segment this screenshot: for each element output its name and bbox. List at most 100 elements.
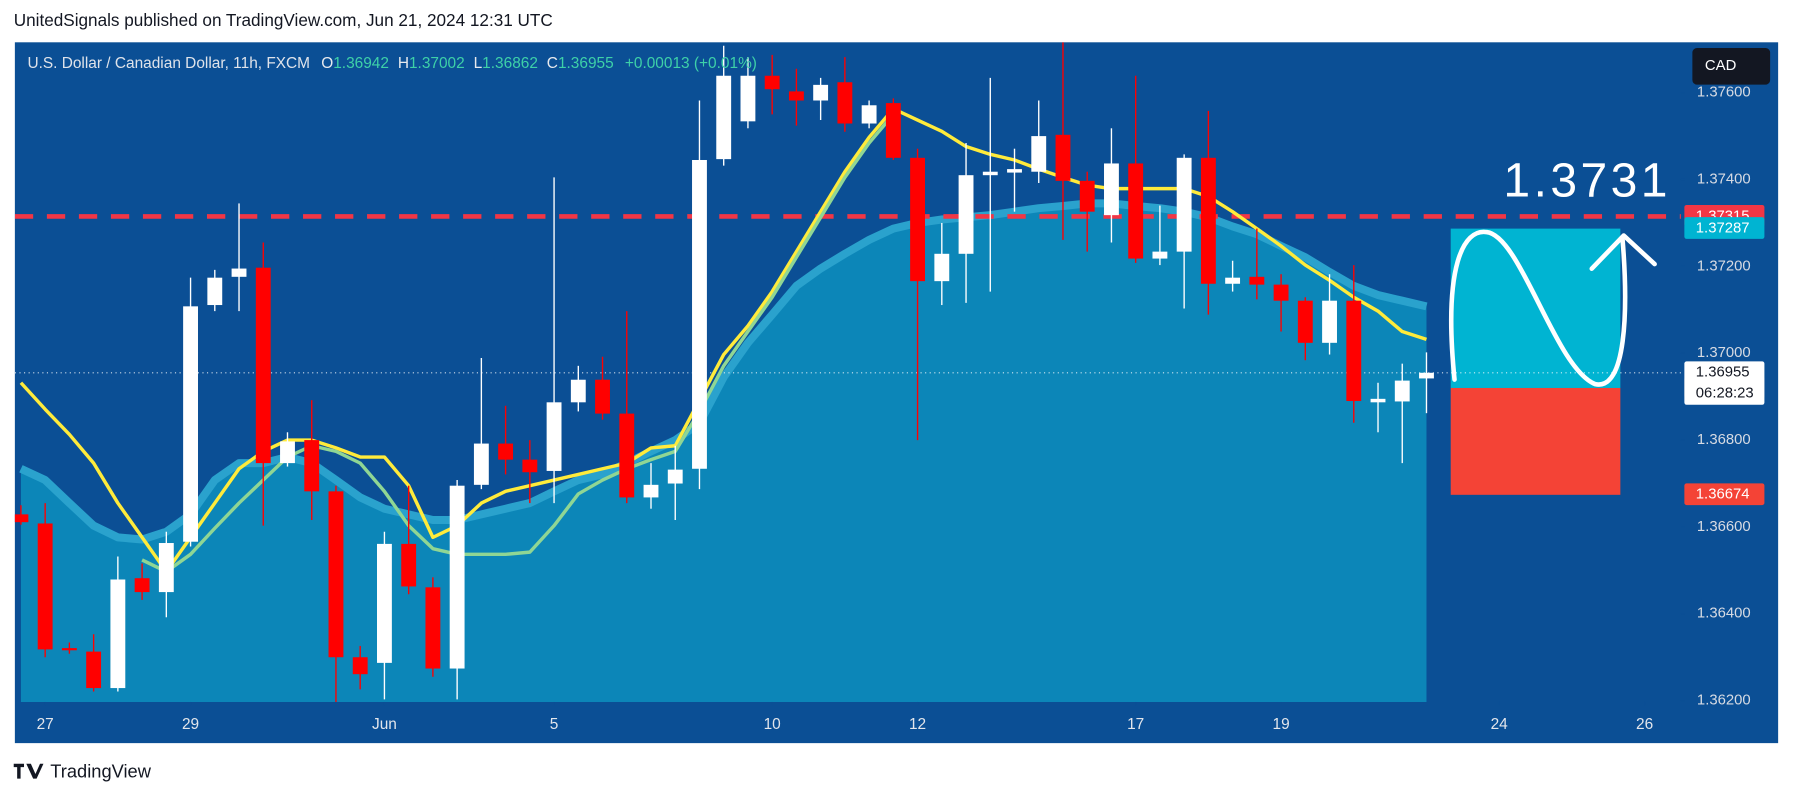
x-tick-label: 24 <box>1491 716 1509 733</box>
y-tick-label: 1.37000 <box>1697 345 1751 361</box>
x-tick-label: 5 <box>550 716 559 733</box>
candle-body <box>1273 284 1289 301</box>
plot-area <box>14 42 1681 702</box>
y-tick-label: 1.36400 <box>1697 606 1751 622</box>
candle-body <box>1370 398 1386 403</box>
button-bg[interactable] <box>1692 48 1771 85</box>
candle-body <box>207 277 223 306</box>
candle-body <box>1007 169 1022 173</box>
candle-body <box>110 579 126 689</box>
candle-body <box>885 103 901 158</box>
candle-body <box>473 443 489 485</box>
candle-body <box>425 587 441 669</box>
candle-body <box>716 75 732 160</box>
candle-body <box>231 268 247 277</box>
candle-body <box>304 440 320 492</box>
candle-body <box>1297 300 1313 343</box>
candle-body <box>764 75 780 90</box>
candle-body <box>1055 134 1071 181</box>
x-tick-label: 10 <box>764 716 781 733</box>
y-tick-label: 1.37400 <box>1697 171 1751 187</box>
candle-body <box>352 657 368 675</box>
y-tick-label: 1.36800 <box>1697 432 1751 448</box>
candle-body <box>1249 276 1265 285</box>
candle-body <box>1322 300 1337 343</box>
candle-body <box>1419 372 1434 379</box>
candle-body <box>595 379 610 414</box>
candle-body <box>788 91 804 101</box>
candle-body <box>667 469 683 484</box>
footer-text: TradingView <box>50 761 151 782</box>
x-tick-label: 26 <box>1636 716 1653 733</box>
candle-body <box>158 543 174 593</box>
candle-body <box>1200 157 1216 284</box>
ohlc-value: 1.37002 <box>409 55 465 72</box>
target-price: 1.37287 <box>1696 221 1750 237</box>
candle-body <box>183 306 198 542</box>
candle-body <box>1104 163 1119 216</box>
candle-body <box>498 443 514 460</box>
candle-body <box>546 402 562 471</box>
candle-body <box>280 441 295 464</box>
candle-body <box>328 491 344 658</box>
candle-body <box>1079 180 1095 212</box>
drawing-curve <box>1449 229 1628 387</box>
drawing-arrowhead <box>1589 233 1657 271</box>
change: +0.00013 (+0.01%) <box>625 55 757 72</box>
ma-line <box>19 107 1428 574</box>
currency-button[interactable]: CAD <box>1692 48 1771 85</box>
candle-body <box>14 514 29 523</box>
candle-body <box>982 171 998 176</box>
publisher: UnitedSignals published on TradingView.c… <box>14 10 553 30</box>
x-tick-label: 27 <box>37 716 54 733</box>
candle-body <box>376 543 392 663</box>
y-tick-label: 1.37600 <box>1697 85 1751 101</box>
candle-body <box>522 459 538 473</box>
candle-body <box>934 253 950 282</box>
x-tick-label: Jun <box>372 716 397 733</box>
x-tick-label: 19 <box>1273 716 1290 733</box>
area-fill <box>20 203 1427 702</box>
area-edge <box>19 199 1428 544</box>
last-price-bg <box>1684 361 1765 405</box>
ohlc-value: 1.36862 <box>482 55 538 72</box>
target-zone <box>1450 228 1621 388</box>
candle-body <box>255 267 271 464</box>
candle-body <box>643 484 659 498</box>
candle-body <box>1152 251 1168 259</box>
ohlc-label: H <box>398 55 409 72</box>
button-label[interactable]: CAD <box>1705 58 1737 74</box>
y-tick-label: 1.36600 <box>1697 519 1751 535</box>
candle-body <box>570 379 586 403</box>
stop-price: 1.36674 <box>1696 487 1750 503</box>
ohlc-label: C <box>547 55 558 72</box>
x-tick-label: 17 <box>1127 716 1144 733</box>
last-price: 1.36955 <box>1696 365 1750 381</box>
y-tick-label: 1.37200 <box>1697 258 1751 274</box>
candle-body <box>449 485 465 669</box>
stop-zone <box>1450 387 1621 495</box>
candle-body <box>619 413 635 498</box>
candle-body <box>910 157 926 282</box>
candle-body <box>837 82 853 124</box>
candle-body <box>1176 157 1192 252</box>
candle-body <box>1346 300 1362 402</box>
candle-body <box>958 175 974 254</box>
candle-body <box>401 543 417 587</box>
candle-body <box>861 105 877 124</box>
candle-body <box>134 578 150 593</box>
ma-line <box>141 113 895 574</box>
logo-mark <box>13 763 44 779</box>
symbol-title: U.S. Dollar / Canadian Dollar, 11h, FXCM <box>27 55 310 72</box>
ohlc-label: L <box>474 55 483 72</box>
candle-body <box>740 75 756 122</box>
plot: 1.36200 1.36400 1.36600 1.36800 1.37000 1.372… <box>14 42 1765 733</box>
ohlc-value: 1.36942 <box>333 55 389 72</box>
countdown: 06:28:23 <box>1696 385 1754 401</box>
candle-body <box>37 523 53 650</box>
ohlc-label: O <box>321 55 333 72</box>
candle-body <box>1225 277 1241 284</box>
x-tick-label: 12 <box>909 716 926 733</box>
x-tick-label: 29 <box>182 716 199 733</box>
